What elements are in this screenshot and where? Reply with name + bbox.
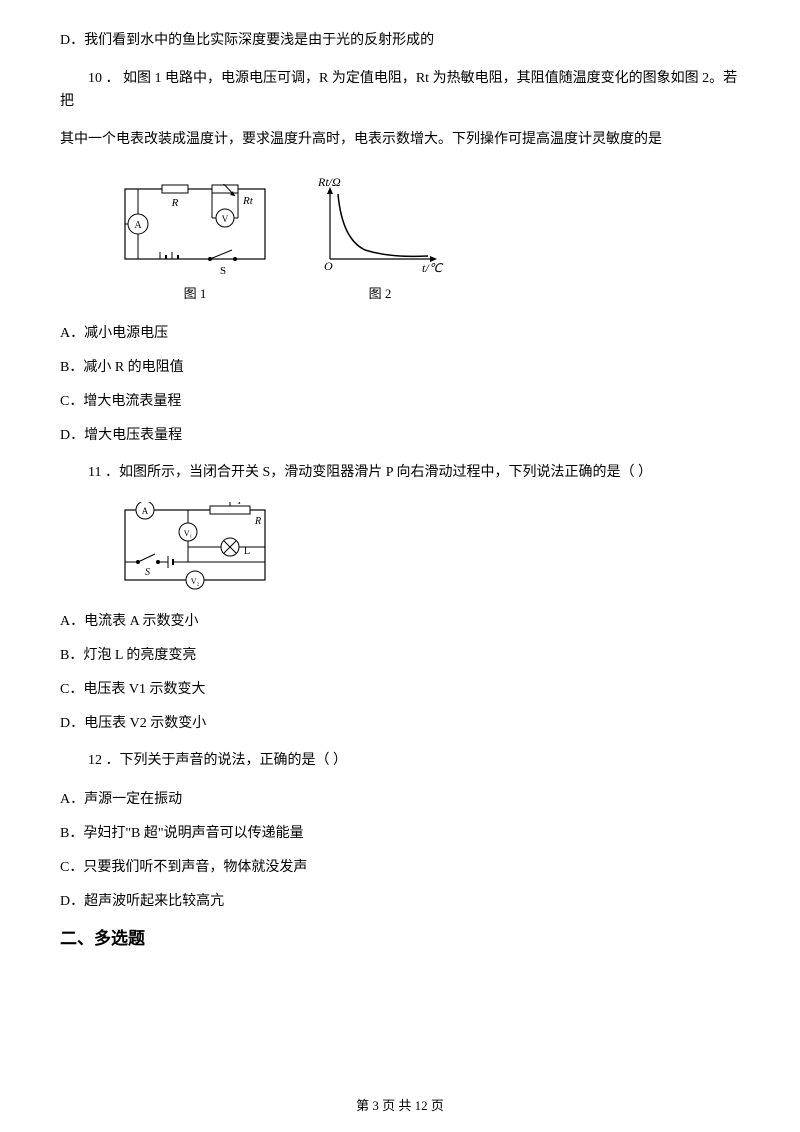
q10-stem-line2: 其中一个电表改装成温度计，要求温度升高时，电表示数增大。下列操作可提高温度计灵敏… <box>60 129 740 151</box>
q10-fig2-label: 图 2 <box>310 283 450 302</box>
q11-option-a: A．电流表 A 示数变小 <box>60 610 740 630</box>
page-footer: 第 3 页 共 12 页 <box>0 1095 800 1114</box>
q11-figure: A P R V₁ L S V₂ <box>120 502 740 592</box>
q11-option-b: B．灯泡 L 的亮度变亮 <box>60 644 740 664</box>
q12-option-b: B．孕妇打"B 超"说明声音可以传递能量 <box>60 822 740 842</box>
svg-text:P: P <box>237 502 244 506</box>
q10-figure-1: A R Rt V <box>120 184 270 302</box>
section-2-heading: 二、多选题 <box>60 924 740 949</box>
svg-text:t/℃: t/℃ <box>422 261 444 275</box>
q10-option-b: B．减小 R 的电阻值 <box>60 356 740 376</box>
q10-figures: A R Rt V <box>120 174 740 302</box>
q10-option-c: C．增大电流表量程 <box>60 390 740 410</box>
q11-stem: 11 ．如图所示，当闭合开关 S，滑动变阻器滑片 P 向右滑动过程中，下列说法正… <box>60 462 740 484</box>
svg-text:O: O <box>324 259 333 273</box>
q12-option-d: D．超声波听起来比较高亢 <box>60 890 740 910</box>
q9-option-d: D．我们看到水中的鱼比实际深度要浅是由于光的反射形成的 <box>60 30 740 52</box>
svg-text:A: A <box>134 220 142 231</box>
svg-text:R: R <box>254 516 261 527</box>
q12-option-a: A．声源一定在振动 <box>60 788 740 808</box>
svg-text:Rt/Ω: Rt/Ω <box>317 175 341 189</box>
q11-option-c: C．电压表 V1 示数变大 <box>60 678 740 698</box>
q10-fig1-label: 图 1 <box>120 283 270 302</box>
svg-text:S: S <box>220 265 226 277</box>
q10-figure-2: Rt/Ω O t/℃ 图 2 <box>310 174 450 302</box>
q10-option-d: D．增大电压表量程 <box>60 424 740 444</box>
svg-text:R: R <box>171 197 179 209</box>
svg-text:V: V <box>222 214 229 224</box>
q10-stem-line1: 10 ． 如图 1 电路中，电源电压可调，R 为定值电阻，Rt 为热敏电阻，其阻… <box>60 68 740 113</box>
q11-option-d: D．电压表 V2 示数变小 <box>60 712 740 732</box>
svg-text:A: A <box>142 506 149 516</box>
svg-text:S: S <box>145 567 150 578</box>
svg-text:Rt: Rt <box>242 195 254 207</box>
q10-option-a: A．减小电源电压 <box>60 322 740 342</box>
q12-stem: 12 ．下列关于声音的说法，正确的是（ ） <box>60 750 740 772</box>
svg-text:V₁: V₁ <box>184 529 193 538</box>
svg-text:L: L <box>244 546 250 557</box>
q12-option-c: C．只要我们听不到声音，物体就没发声 <box>60 856 740 876</box>
svg-text:V₂: V₂ <box>191 577 200 586</box>
